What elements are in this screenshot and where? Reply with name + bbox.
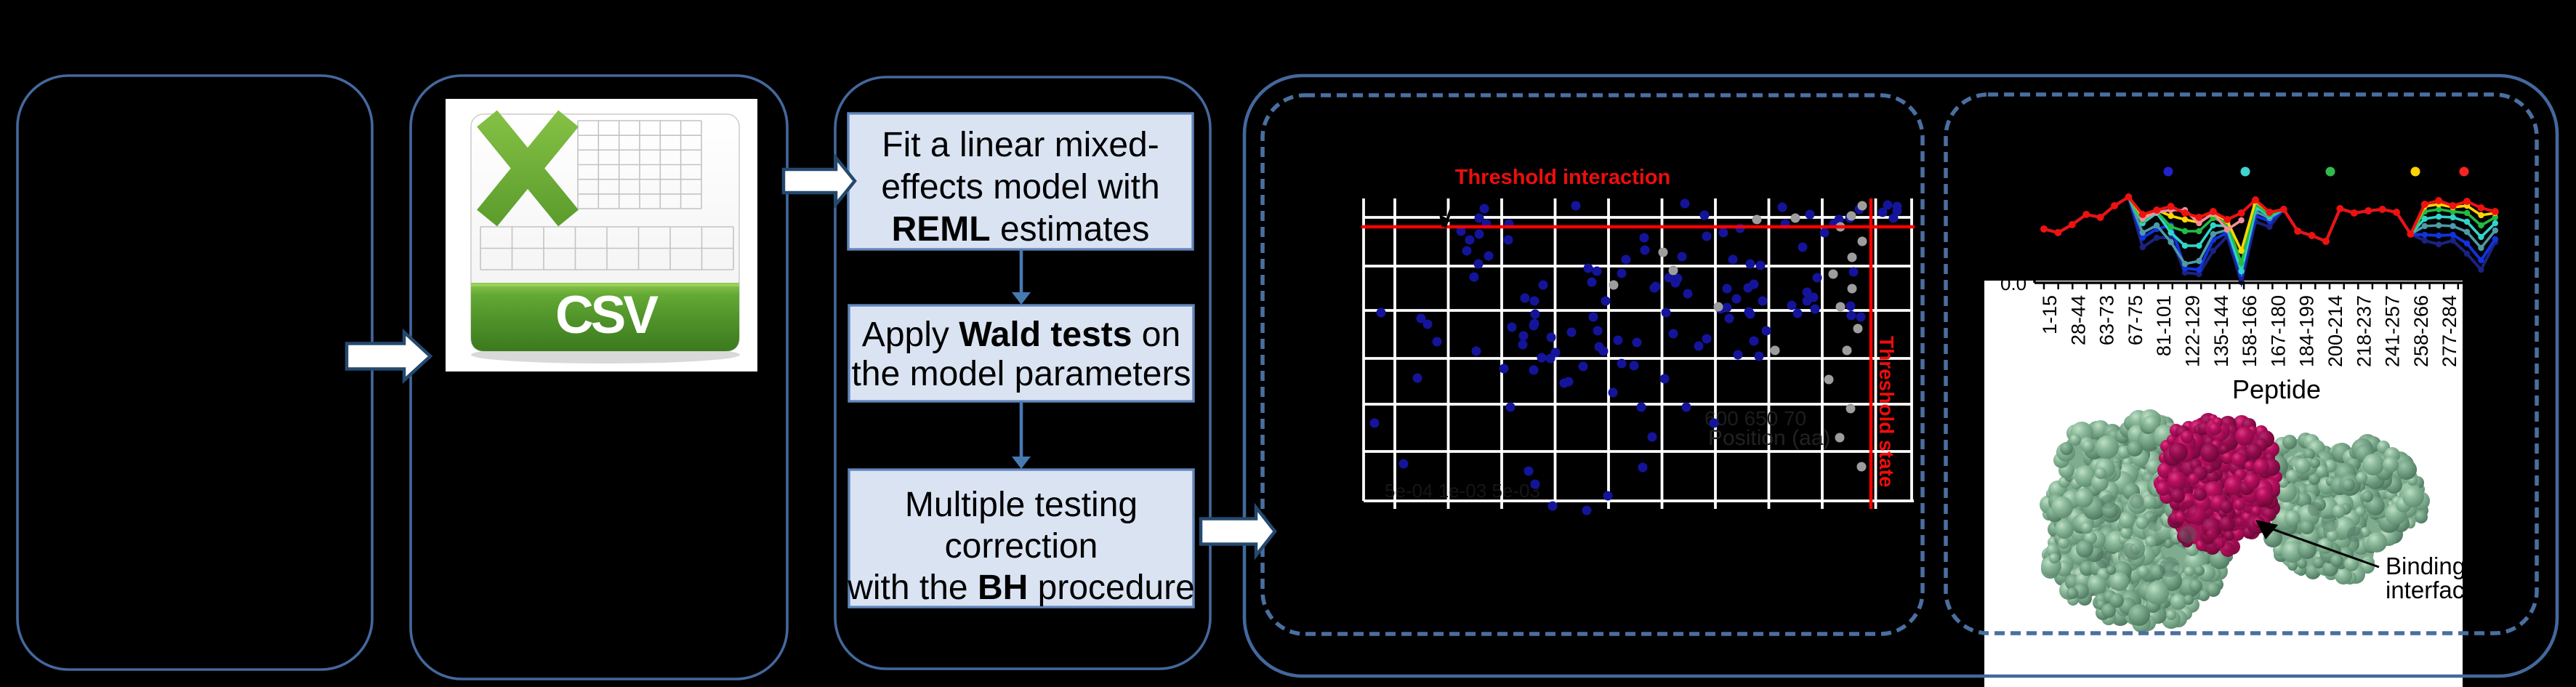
svg-text:interface: interface <box>2386 576 2478 603</box>
svg-text:effects model with: effects model with <box>881 168 1159 206</box>
svg-text:167-180: 167-180 <box>2267 295 2289 367</box>
svg-text:1-15: 1-15 <box>2039 295 2061 334</box>
svg-text:158-166: 158-166 <box>2239 295 2261 367</box>
svg-text:REML estimates: REML estimates <box>892 210 1150 249</box>
svg-text:218-237: 218-237 <box>2353 295 2375 367</box>
svg-text:Position (aa): Position (aa) <box>1708 426 1830 450</box>
svg-text:184-199: 184-199 <box>2296 295 2318 367</box>
svg-text:600 650 70: 600 650 70 <box>1704 407 1806 430</box>
svg-text:81-101: 81-101 <box>2153 295 2175 356</box>
svg-text:correction: correction <box>945 527 1098 566</box>
svg-text:Multiple testing: Multiple testing <box>905 486 1138 524</box>
svg-text:Fit a linear mixed-: Fit a linear mixed- <box>882 126 1159 164</box>
svg-text:the model parameters: the model parameters <box>852 355 1191 393</box>
svg-text:0.0: 0.0 <box>2000 273 2026 294</box>
svg-text:67-75: 67-75 <box>2125 295 2146 345</box>
svg-text:63-73: 63-73 <box>2096 295 2118 345</box>
svg-text:with the BH procedure: with the BH procedure <box>847 569 1195 607</box>
svg-text:Threshold state: Threshold state <box>1875 336 1898 487</box>
svg-text:258-266: 258-266 <box>2410 295 2432 367</box>
svg-text:277-284: 277-284 <box>2439 295 2460 367</box>
svg-text:Apply Wald tests on: Apply Wald tests on <box>862 316 1180 354</box>
svg-text:241-257: 241-257 <box>2382 295 2404 367</box>
svg-text:135-144: 135-144 <box>2210 295 2232 367</box>
svg-text:Threshold interaction: Threshold interaction <box>1455 166 1670 189</box>
svg-text:122-129: 122-129 <box>2182 295 2204 367</box>
svg-text:200-214: 200-214 <box>2325 295 2346 367</box>
svg-text:28-44: 28-44 <box>2067 295 2089 345</box>
svg-text:CSV: CSV <box>555 286 659 345</box>
svg-text:Peptide: Peptide <box>2232 374 2321 404</box>
svg-text:Binding: Binding <box>2386 553 2466 579</box>
svg-text:5e-04 1e-03 5e-03: 5e-04 1e-03 5e-03 <box>1385 480 1540 502</box>
